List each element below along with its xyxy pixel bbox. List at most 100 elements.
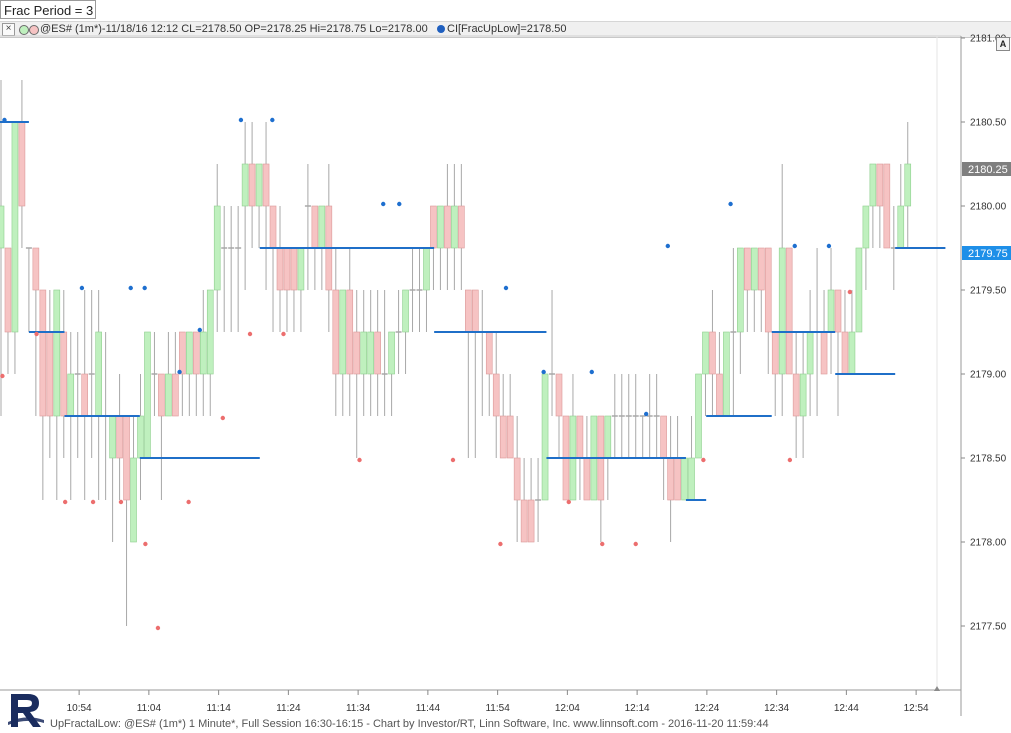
fractal-high-dot	[728, 201, 733, 207]
candle-up	[897, 205, 905, 249]
fractal-low-dot	[600, 541, 605, 547]
candle-up	[702, 331, 709, 375]
x-tick-label: 11:44	[416, 703, 441, 714]
candle-up	[186, 331, 193, 375]
candle-down	[39, 289, 47, 417]
close-x-icon[interactable]: ×	[2, 23, 15, 36]
autoscale-button[interactable]: A	[996, 37, 1010, 51]
candle-down	[471, 289, 479, 333]
fractal-dots	[0, 117, 853, 631]
candle-up	[109, 415, 116, 459]
candle-up	[778, 247, 786, 375]
candle-down	[283, 247, 291, 291]
fractal-high-dot	[665, 243, 671, 249]
fractal-low-dot	[847, 289, 853, 295]
chart-description: UpFractalLow: @ES# (1m*) 1 Minute*, Full…	[50, 718, 769, 730]
frac-period-label[interactable]: Frac Period = 3	[0, 0, 96, 19]
candle-down	[46, 331, 54, 417]
candle-down	[757, 247, 765, 291]
candle-down	[179, 331, 186, 375]
candle-down	[834, 289, 842, 333]
fractal-low-dot	[155, 625, 161, 631]
x-tick-label: 11:24	[276, 703, 301, 714]
candle-down	[499, 415, 507, 459]
candle-down	[269, 205, 277, 249]
candle-up	[241, 163, 249, 207]
candle-down	[785, 247, 793, 375]
candle-down	[744, 247, 751, 291]
fractal-low-dot	[633, 541, 638, 547]
candle-down	[458, 205, 465, 249]
fractal-high-dot	[2, 117, 7, 123]
candlestick-chart[interactable]: 2181.00 2180.50 2180.00 2179.50 2179.00 2178.…	[0, 0, 1011, 716]
candle-up	[695, 373, 702, 459]
candle-up	[165, 373, 172, 417]
candle-down	[81, 373, 88, 417]
candle-up	[137, 415, 144, 459]
candle-up	[213, 205, 221, 291]
candle-down	[311, 205, 319, 249]
fractal-low-dot	[220, 415, 226, 421]
fractal-low-dot	[186, 499, 191, 505]
scroll-marker-icon[interactable]	[934, 686, 940, 691]
indicator-dot-icon	[437, 25, 445, 33]
candle-down	[506, 415, 514, 459]
indicator-info-text: CI[FracUpLow]=2178.50	[447, 23, 567, 35]
candle-up	[402, 289, 409, 333]
candle-up	[750, 247, 758, 291]
fractal-high-dot	[381, 201, 386, 207]
candle-down	[465, 289, 472, 333]
fractal-low-dot	[566, 499, 571, 505]
fractal-low-dot	[450, 457, 456, 463]
x-tick-label: 12:44	[834, 703, 859, 714]
bar-info-text: @ES# (1m*)-11/18/16 12:12 CL=2178.50 OP=…	[40, 23, 428, 35]
chart-info-bar: × @ES# (1m*)-11/18/16 12:12 CL=2178.50 O…	[0, 21, 1011, 38]
candle-down	[792, 373, 800, 417]
candle-down	[374, 331, 381, 375]
up-color-icon	[19, 25, 29, 35]
candle-down	[116, 415, 123, 459]
candle-down	[660, 415, 667, 459]
fractal-low-dot	[498, 541, 503, 547]
fractal-price-text: 2179.75	[968, 248, 1008, 260]
candle-down	[576, 415, 584, 459]
x-tick-label: 11:14	[206, 703, 231, 714]
candle-down	[262, 163, 270, 207]
candle-up	[53, 289, 61, 417]
candle-down	[764, 247, 772, 333]
fractal-low-dot	[247, 331, 253, 337]
fractal-high-dot	[589, 369, 594, 375]
fractal-low-dot	[0, 373, 5, 379]
candle-up	[67, 373, 75, 417]
candle-down	[123, 415, 130, 501]
y-tick-label: 2178.00	[970, 538, 1007, 549]
candle-down	[430, 205, 437, 249]
fractal-high-dot	[792, 243, 797, 249]
candle-down	[876, 163, 884, 207]
x-tick-label: 12:34	[764, 703, 789, 714]
candle-up	[11, 121, 19, 333]
fractal-high-dot	[79, 285, 85, 291]
down-color-icon	[29, 25, 39, 35]
y-tick-label: 2180.50	[970, 118, 1007, 129]
fractal-low-dot	[787, 457, 793, 463]
fractal-low-dot	[90, 499, 96, 505]
candle-up	[855, 247, 863, 333]
candle-down	[520, 499, 528, 543]
fractal-price-tag: 2179.75	[962, 246, 1011, 260]
candle-up	[688, 457, 695, 501]
fractal-high-dot	[397, 201, 402, 207]
fractal-high-dot	[643, 411, 649, 417]
fractal-high-dot	[270, 117, 275, 123]
y-tick-label: 2177.50	[970, 622, 1007, 633]
candle-down	[346, 289, 354, 375]
candle-down	[527, 499, 535, 543]
candle-down	[18, 121, 26, 207]
fractal-high-dot	[142, 285, 147, 291]
candle-down	[290, 247, 298, 291]
y-axis-ticks: 2181.00 2180.50 2180.00 2179.50 2179.00 2178.…	[961, 34, 1007, 633]
candle-up	[255, 163, 263, 207]
fractal-low-dot	[34, 331, 39, 337]
x-tick-label: 11:34	[346, 703, 371, 714]
last-price-text: 2180.25	[968, 164, 1008, 176]
